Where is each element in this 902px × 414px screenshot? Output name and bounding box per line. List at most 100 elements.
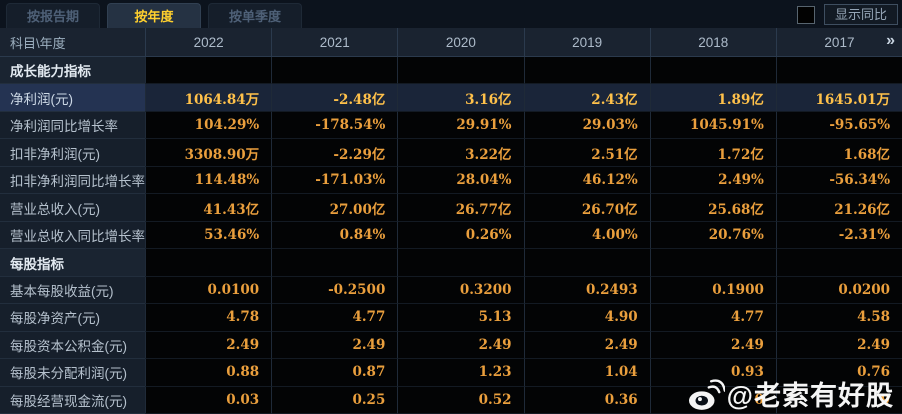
table-header-row: 科目\年度 2022 2021 2020 2019 2018 2017» <box>0 28 902 57</box>
value-cell: 2.51亿 <box>523 139 650 167</box>
row-label: 成长能力指标 <box>0 57 145 85</box>
table-row: 净利润(元) 1064.84万 -2.48亿 3.16亿 2.43亿 1.89亿 1645.… <box>0 84 902 112</box>
header-controls: 显示同比 <box>796 4 902 28</box>
value-cell: 20.76% <box>649 221 776 250</box>
row-label: 扣非净利润同比增长率 <box>0 166 145 195</box>
value-cell: 0.25 <box>271 386 398 414</box>
value-cell: 29.91% <box>397 111 524 140</box>
value-cell: 21.26亿 <box>775 194 902 222</box>
row-label: 每股指标 <box>0 249 145 277</box>
value-cell: 0.87 <box>271 359 398 387</box>
row-label: 基本每股收益(元) <box>0 276 145 305</box>
value-cell: 0.88 <box>145 359 272 387</box>
row-label: 净利润同比增长率 <box>0 111 145 140</box>
value-cell: -56.34% <box>775 166 902 195</box>
value-cell <box>775 249 902 277</box>
value-cell: -171.03% <box>271 166 398 195</box>
value-cell: 3308.90万 <box>145 139 272 167</box>
value-cell: 29.03% <box>523 111 650 140</box>
value-cell: -2.48亿 <box>271 84 398 112</box>
table-row: 每股指标 <box>0 249 902 277</box>
table-row: 营业总收入同比增长率 53.46% 0.84% 0.26% 4.00% 20.76% -2.… <box>0 221 902 250</box>
value-cell <box>271 57 398 85</box>
value-cell: 1645.01万 <box>775 84 902 112</box>
period-tab-bar: 按报告期 按年度 按单季度 显示同比 <box>0 0 902 28</box>
value-cell <box>523 57 650 85</box>
table-row: 扣非净利润同比增长率 114.48% -171.03% 28.04% 46.12% 2.4… <box>0 166 902 195</box>
table-row: 每股未分配利润(元) 0.88 0.87 1.23 1.04 0.93 0.76 <box>0 359 902 387</box>
value-cell: 4.00% <box>523 221 650 250</box>
value-cell: 46.12% <box>523 166 650 195</box>
value-cell: 0.3200 <box>397 276 524 305</box>
value-cell: 2.49 <box>397 331 524 360</box>
show-yoy-button[interactable]: 显示同比 <box>823 4 898 25</box>
year-header: 2018 <box>649 28 776 56</box>
value-cell: -2.29亿 <box>271 139 398 167</box>
more-years-chevron-icon[interactable]: » <box>886 32 895 49</box>
row-label: 每股经营现金流(元) <box>0 386 145 414</box>
value-cell: 0.03 <box>145 386 272 414</box>
value-cell: 0.0100 <box>145 276 272 305</box>
show-yoy-checkbox[interactable] <box>796 5 815 24</box>
value-cell: 1.72亿 <box>649 139 776 167</box>
corner-label: 科目\年度 <box>10 35 66 51</box>
row-label: 每股资本公积金(元) <box>0 331 145 360</box>
value-cell: 1.89亿 <box>649 84 776 112</box>
tab-by-year[interactable]: 按年度 <box>107 3 201 28</box>
table-row: 净利润同比增长率 104.29% -178.54% 29.91% 29.03% 1045.… <box>0 111 902 140</box>
value-cell: 25.68亿 <box>649 194 776 222</box>
value-cell: 0.76 <box>775 359 902 387</box>
row-label: 净利润(元) <box>0 84 145 112</box>
value-cell: 26.70亿 <box>523 194 650 222</box>
row-label: 扣非净利润(元) <box>0 139 145 167</box>
value-cell <box>775 57 902 85</box>
value-cell: 2.49 <box>775 331 902 360</box>
table-body: 成长能力指标 净利润(元) 1064.84万 -2.48亿 3.16亿 2.43亿 1.89… <box>0 57 902 414</box>
row-label: 每股净资产(元) <box>0 304 145 332</box>
table-row: 每股资本公积金(元) 2.49 2.49 2.49 2.49 2.49 2.49 <box>0 331 902 360</box>
row-label: 营业总收入同比增长率 <box>0 221 145 250</box>
value-cell: 53.46% <box>145 221 272 250</box>
value-cell: 2.49 <box>649 331 776 360</box>
value-cell: -2.31% <box>775 221 902 250</box>
value-cell: 1.68亿 <box>775 139 902 167</box>
year-header: 2022 <box>145 28 271 56</box>
table-row: 每股净资产(元) 4.78 4.77 5.13 4.90 4.77 4.58 <box>0 304 902 332</box>
table-row: 营业总收入(元) 41.43亿 27.00亿 26.77亿 26.70亿 25.68亿 21… <box>0 194 902 222</box>
value-cell: 0.0200 <box>775 276 902 305</box>
value-cell: 41.43亿 <box>145 194 272 222</box>
value-cell: 0.36 <box>523 386 650 414</box>
value-cell: 4.78 <box>145 304 272 332</box>
year-header: 2017 <box>775 28 902 56</box>
value-cell: 0.52 <box>397 386 524 414</box>
value-cell <box>145 57 272 85</box>
tab-by-quarter[interactable]: 按单季度 <box>208 3 302 28</box>
value-cell: 1064.84万 <box>145 84 272 112</box>
value-cell <box>649 57 776 85</box>
value-cell: 9 <box>775 386 902 414</box>
value-cell: 26.77亿 <box>397 194 524 222</box>
value-cell: 1045.91% <box>649 111 776 140</box>
year-header: 2021 <box>271 28 397 56</box>
value-cell <box>271 249 398 277</box>
value-cell: 0.1900 <box>649 276 776 305</box>
value-cell: 3.16亿 <box>397 84 524 112</box>
value-cell: 5.13 <box>397 304 524 332</box>
value-cell: 1.04 <box>523 359 650 387</box>
row-label: 营业总收入(元) <box>0 194 145 222</box>
table-row: 扣非净利润(元) 3308.90万 -2.29亿 3.22亿 2.51亿 1.72亿 1.6… <box>0 139 902 167</box>
tab-by-report-period[interactable]: 按报告期 <box>6 3 100 28</box>
value-cell <box>523 249 650 277</box>
value-cell <box>397 249 524 277</box>
value-cell: 0.26% <box>397 221 524 250</box>
value-cell: 3.22亿 <box>397 139 524 167</box>
value-cell: 1.23 <box>397 359 524 387</box>
value-cell: -95.65% <box>775 111 902 140</box>
table-row: 基本每股收益(元) 0.0100 -0.2500 0.3200 0.2493 0.1900… <box>0 276 902 305</box>
value-cell: 4.58 <box>775 304 902 332</box>
value-cell: 2.49 <box>271 331 398 360</box>
value-cell <box>649 249 776 277</box>
value-cell: 2.49% <box>649 166 776 195</box>
value-cell: 114.48% <box>145 166 272 195</box>
